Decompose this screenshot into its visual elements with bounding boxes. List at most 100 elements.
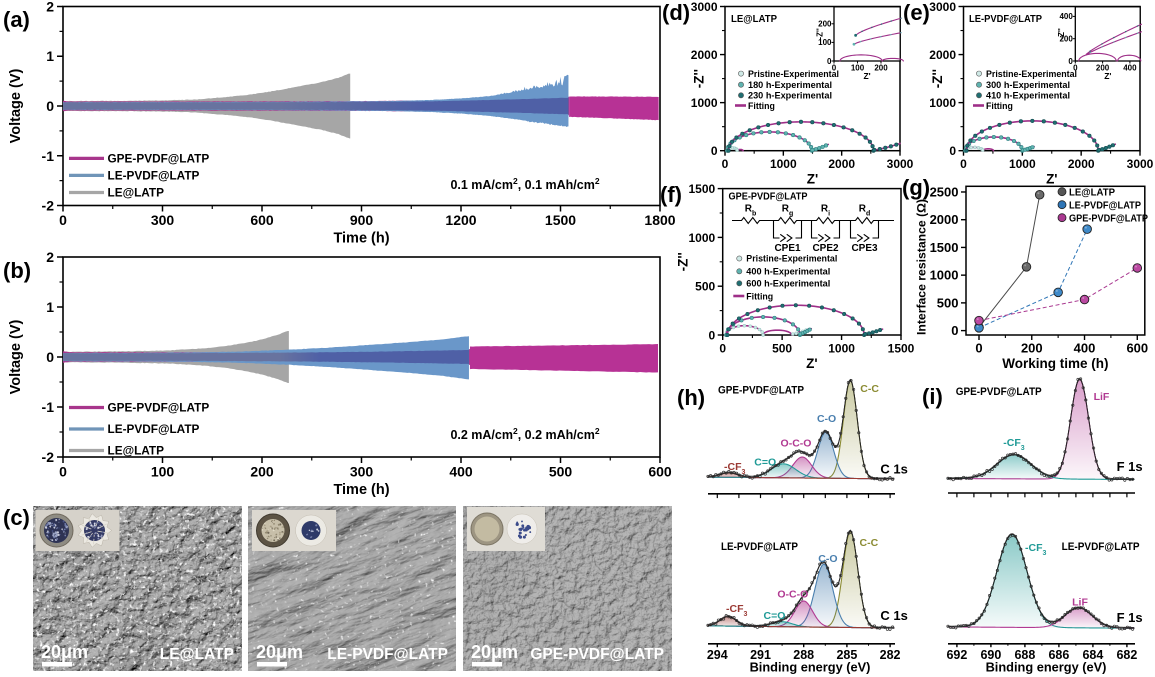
svg-text:-CF3: -CF3 — [1003, 437, 1025, 452]
svg-text:1500: 1500 — [930, 240, 959, 255]
svg-text:0: 0 — [46, 349, 54, 365]
svg-text:400: 400 — [449, 464, 473, 480]
svg-text:LE-PVDF@LATP: LE-PVDF@LATP — [108, 422, 200, 436]
svg-text:400: 400 — [1059, 12, 1073, 21]
svg-text:LE-PVDF@LATP: LE-PVDF@LATP — [721, 541, 798, 553]
svg-text:3000: 3000 — [929, 0, 956, 14]
svg-text:900: 900 — [350, 212, 374, 228]
svg-text:500: 500 — [937, 295, 959, 310]
svg-text:684: 684 — [1082, 648, 1103, 662]
svg-text:Interface resistance (Ω): Interface resistance (Ω) — [915, 199, 929, 335]
svg-text:1000: 1000 — [1009, 157, 1036, 171]
svg-text:100: 100 — [818, 38, 832, 47]
svg-text:C=O: C=O — [764, 610, 786, 622]
svg-text:200: 200 — [874, 64, 888, 73]
svg-text:F 1s: F 1s — [1117, 459, 1143, 474]
svg-text:-2: -2 — [42, 449, 55, 465]
svg-text:600: 600 — [1126, 341, 1148, 356]
svg-text:Time (h): Time (h) — [333, 482, 389, 498]
svg-text:(d): (d) — [662, 0, 690, 25]
svg-text:-Z'': -Z'' — [676, 252, 691, 271]
svg-text:GPE-PVDF@LATP: GPE-PVDF@LATP — [1069, 214, 1148, 225]
svg-text:2000: 2000 — [930, 212, 959, 227]
svg-text:Z': Z' — [807, 172, 818, 187]
svg-text:Z': Z' — [1046, 172, 1057, 187]
svg-text:2: 2 — [46, 249, 54, 265]
svg-text:200: 200 — [250, 464, 274, 480]
svg-text:2000: 2000 — [691, 48, 718, 62]
svg-text:2: 2 — [46, 0, 54, 15]
svg-text:(e): (e) — [903, 0, 930, 25]
svg-text:Fitting: Fitting — [746, 291, 773, 301]
svg-text:Ri: Ri — [821, 204, 830, 218]
svg-text:3000: 3000 — [887, 157, 914, 171]
svg-text:200: 200 — [1021, 341, 1043, 356]
svg-text:GPE-PVDF@LATP: GPE-PVDF@LATP — [718, 385, 804, 397]
svg-text:1000: 1000 — [930, 268, 959, 283]
svg-text:1000: 1000 — [929, 96, 956, 110]
svg-text:-CF3: -CF3 — [724, 461, 746, 476]
svg-text:3000: 3000 — [1127, 157, 1154, 171]
svg-text:282: 282 — [880, 648, 901, 662]
svg-text:GPE-PVDF@LATP: GPE-PVDF@LATP — [530, 646, 664, 663]
svg-text:690: 690 — [980, 648, 1001, 662]
svg-text:Pristine-Experimental: Pristine-Experimental — [748, 69, 839, 79]
svg-text:GPE-PVDF@LATP: GPE-PVDF@LATP — [729, 192, 808, 203]
svg-text:C-O: C-O — [817, 413, 836, 425]
svg-text:C 1s: C 1s — [880, 462, 907, 477]
svg-text:CPE3: CPE3 — [851, 243, 878, 254]
svg-text:200: 200 — [1059, 35, 1073, 44]
svg-text:0: 0 — [975, 341, 982, 356]
svg-text:294: 294 — [707, 648, 728, 662]
svg-text:Z': Z' — [806, 356, 817, 371]
svg-text:600 h-Experimental: 600 h-Experimental — [746, 279, 830, 289]
svg-text:Rb: Rb — [745, 204, 757, 218]
svg-text:285: 285 — [836, 648, 857, 662]
svg-text:400: 400 — [1123, 64, 1137, 73]
svg-text:C 1s: C 1s — [880, 608, 907, 623]
svg-text:692: 692 — [946, 648, 967, 662]
svg-text:0: 0 — [711, 144, 718, 158]
svg-text:0: 0 — [951, 323, 958, 338]
svg-text:20μm: 20μm — [471, 642, 518, 662]
svg-text:(f): (f) — [660, 182, 682, 207]
svg-text:0.2 mA/cm2, 0.2 mAh/cm2: 0.2 mA/cm2, 0.2 mAh/cm2 — [450, 426, 599, 442]
svg-text:600: 600 — [250, 212, 274, 228]
svg-text:0: 0 — [719, 342, 726, 356]
svg-text:-1: -1 — [42, 148, 55, 164]
svg-text:0: 0 — [722, 157, 729, 171]
svg-text:1: 1 — [46, 48, 54, 64]
svg-text:1500: 1500 — [688, 182, 715, 196]
svg-text:1000: 1000 — [688, 231, 715, 245]
svg-text:291: 291 — [750, 648, 771, 662]
svg-text:LE@LATP: LE@LATP — [731, 14, 777, 25]
svg-text:0: 0 — [949, 144, 956, 158]
svg-text:O-C-O: O-C-O — [781, 438, 812, 450]
svg-text:-Z'': -Z'' — [816, 28, 825, 39]
svg-text:Pristine-Experimental: Pristine-Experimental — [746, 254, 837, 264]
svg-text:(i): (i) — [922, 384, 943, 409]
svg-text:Time (h): Time (h) — [333, 231, 389, 247]
svg-text:Z': Z' — [863, 71, 870, 81]
svg-text:0: 0 — [827, 57, 832, 66]
svg-text:LE@LATP: LE@LATP — [160, 646, 234, 663]
svg-text:300: 300 — [350, 464, 374, 480]
svg-text:LE@LATP: LE@LATP — [108, 186, 165, 200]
svg-text:230 h-Experimental: 230 h-Experimental — [748, 91, 832, 101]
svg-text:LiF: LiF — [1094, 391, 1110, 403]
svg-text:Rd: Rd — [859, 204, 871, 218]
svg-text:410 h-Experimental: 410 h-Experimental — [986, 91, 1070, 101]
svg-text:LE@LATP: LE@LATP — [1069, 188, 1115, 199]
svg-text:300 h-Experimental: 300 h-Experimental — [986, 80, 1070, 90]
svg-text:100: 100 — [151, 464, 175, 480]
svg-text:-Z'': -Z'' — [1057, 28, 1066, 39]
svg-text:2500: 2500 — [930, 185, 959, 200]
svg-text:GPE-PVDF@LATP: GPE-PVDF@LATP — [956, 386, 1042, 398]
svg-text:Rg: Rg — [782, 204, 794, 218]
svg-text:20μm: 20μm — [256, 642, 303, 662]
svg-text:C-C: C-C — [860, 537, 879, 549]
svg-text:300: 300 — [151, 212, 175, 228]
svg-text:2000: 2000 — [929, 48, 956, 62]
svg-text:20μm: 20μm — [41, 642, 88, 662]
svg-text:500: 500 — [549, 464, 573, 480]
